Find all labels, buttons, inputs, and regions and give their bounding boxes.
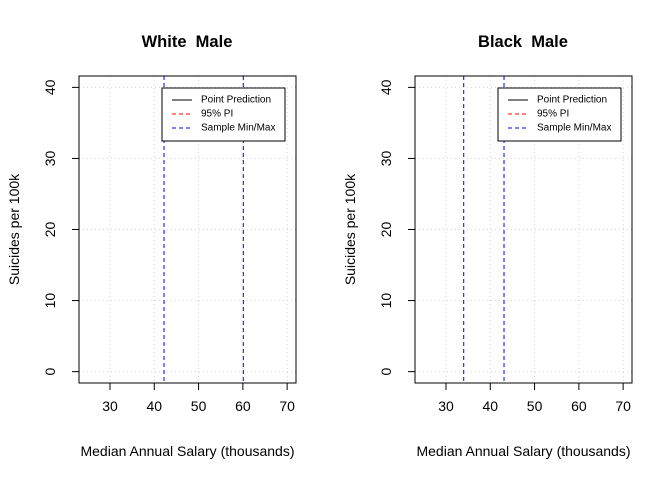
x-tick-label: 60 xyxy=(571,398,587,414)
x-tick-label: 40 xyxy=(482,398,498,414)
x-tick-label: 60 xyxy=(235,398,251,414)
legend-label: Sample Min/Max xyxy=(537,123,611,134)
legend-label: 95% PI xyxy=(201,109,233,120)
y-tick-label: 10 xyxy=(378,293,394,309)
y-tick-label: 30 xyxy=(42,150,58,166)
x-tick-label: 70 xyxy=(279,398,295,414)
x-tick-label: 30 xyxy=(438,398,454,414)
legend-label: 95% PI xyxy=(537,109,569,120)
x-tick-label: 50 xyxy=(191,398,207,414)
chart-title: White Male xyxy=(142,33,233,51)
x-axis-label: Median Annual Salary (thousands) xyxy=(416,443,630,459)
legend-label: Point Prediction xyxy=(201,95,271,106)
x-tick-label: 70 xyxy=(615,398,631,414)
y-tick-label: 20 xyxy=(42,222,58,238)
y-tick-label: 0 xyxy=(378,368,394,376)
legend: Point Prediction 95% PI Sample Min/Max xyxy=(161,87,286,142)
chart-panel-2: 30 40 50 60 70 0 10 20 30 40 Black Male Median Annu… xyxy=(342,33,633,459)
x-axis-label: Median Annual Salary (thousands) xyxy=(80,443,294,459)
y-tick-label: 10 xyxy=(42,293,58,309)
y-tick-label: 40 xyxy=(378,79,394,95)
y-tick-label: 40 xyxy=(42,79,58,95)
y-tick-label: 0 xyxy=(42,368,58,376)
y-tick-label: 30 xyxy=(378,150,394,166)
y-axis-label: Suicides per 100k xyxy=(342,173,358,285)
legend-label: Sample Min/Max xyxy=(201,123,275,134)
x-tick-label: 40 xyxy=(146,398,162,414)
chart-title: Black Male xyxy=(478,33,568,51)
legend-label: Point Prediction xyxy=(537,95,607,106)
y-axis-label: Suicides per 100k xyxy=(6,173,22,285)
legend: Point Prediction 95% PI Sample Min/Max xyxy=(497,87,622,142)
x-tick-label: 30 xyxy=(102,398,118,414)
x-tick-label: 50 xyxy=(527,398,543,414)
chart-panel-1: 30 40 50 60 70 0 10 20 30 40 White Male Median Annu… xyxy=(6,33,297,459)
y-tick-label: 20 xyxy=(378,222,394,238)
